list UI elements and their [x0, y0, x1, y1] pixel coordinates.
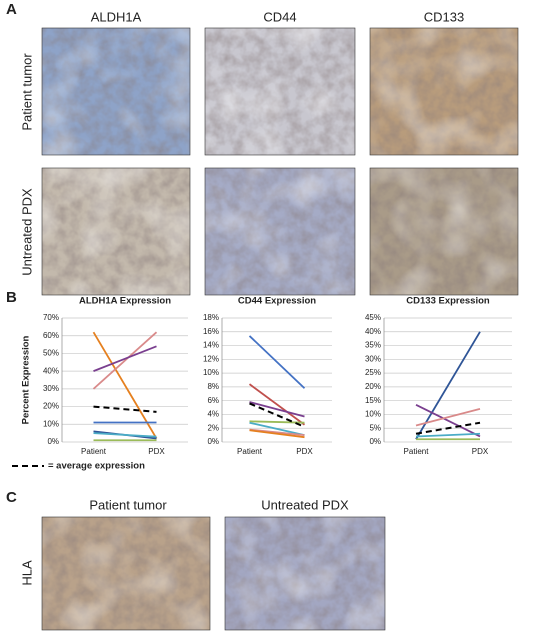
micrograph-frame — [41, 27, 191, 156]
micrograph-texture — [205, 28, 355, 155]
series-line — [415, 408, 481, 427]
micrograph-texture — [42, 168, 190, 295]
y-tick-label: 10% — [365, 410, 381, 419]
y-tick-label: 6% — [207, 396, 219, 405]
panel-label: A — [6, 1, 17, 18]
y-tick-label: 18% — [203, 313, 219, 322]
chart-title: ALDH1A Expression — [79, 296, 171, 307]
x-tick-label: PDX — [472, 447, 489, 456]
y-tick-label: 10% — [203, 368, 219, 377]
y-tick-label: 0% — [369, 437, 381, 446]
y-tick-label: 60% — [43, 331, 59, 340]
series-line — [249, 428, 305, 437]
y-tick-label: 30% — [43, 384, 59, 393]
micrograph-texture — [370, 168, 518, 295]
series-line — [93, 345, 157, 372]
x-tick-label: PDX — [148, 447, 165, 456]
y-tick-label: 14% — [203, 341, 219, 350]
micrograph-texture — [42, 28, 190, 155]
y-tick-label: 70% — [43, 313, 59, 322]
x-tick-label: Patient — [237, 447, 263, 456]
series-line — [93, 432, 157, 438]
x-tick-label: Patient — [404, 447, 430, 456]
column-label: ALDH1A — [91, 9, 142, 24]
y-tick-label: 12% — [203, 354, 219, 363]
y-tick-label: 40% — [43, 366, 59, 375]
micrograph-frame — [369, 27, 519, 156]
y-tick-label: 45% — [365, 313, 381, 322]
micrograph-texture — [205, 168, 355, 295]
micrograph-frame — [204, 167, 356, 296]
series-line — [249, 421, 305, 436]
y-tick-label: 4% — [207, 410, 219, 419]
y-tick-label: 5% — [369, 423, 381, 432]
series-line — [248, 383, 306, 426]
row-label: HLA — [19, 560, 34, 586]
y-tick-label: 0% — [207, 437, 219, 446]
y-tick-label: 30% — [365, 354, 381, 363]
y-tick-label: 16% — [203, 327, 219, 336]
series-line — [248, 335, 306, 389]
series-line — [92, 331, 158, 439]
column-label: Patient tumor — [89, 497, 167, 512]
chart-title: CD133 Expression — [406, 296, 490, 307]
series-line — [92, 331, 158, 390]
series-line — [249, 401, 305, 418]
x-tick-label: Patient — [81, 447, 107, 456]
y-tick-label: 15% — [365, 396, 381, 405]
micrograph-texture — [370, 28, 518, 155]
series-line — [93, 405, 157, 413]
column-label: CD44 — [263, 9, 296, 24]
panel-label: B — [6, 289, 17, 306]
y-tick-label: 2% — [207, 423, 219, 432]
micrograph-frame — [41, 516, 211, 631]
column-label: Untreated PDX — [261, 497, 349, 512]
series-line — [249, 420, 305, 424]
x-tick-label: PDX — [296, 447, 313, 456]
y-axis-label: Percent Expression — [21, 335, 32, 424]
y-tick-label: 40% — [365, 327, 381, 336]
y-tick-label: 20% — [365, 382, 381, 391]
y-tick-label: 10% — [43, 419, 59, 428]
y-tick-label: 50% — [43, 349, 59, 358]
series-line — [415, 421, 481, 435]
series-line — [415, 432, 481, 438]
y-tick-label: 35% — [365, 341, 381, 350]
legend-label: = average expression — [48, 461, 145, 472]
chart-title: CD44 Expression — [238, 296, 316, 307]
y-tick-label: 25% — [365, 368, 381, 377]
micrograph-frame — [224, 516, 386, 631]
y-tick-label: 0% — [47, 437, 59, 446]
micrograph-frame — [369, 167, 519, 296]
panel-label: C — [6, 489, 17, 506]
micrograph-frame — [41, 167, 191, 296]
micrograph-texture — [42, 517, 210, 630]
micrograph-texture — [225, 517, 385, 630]
row-label: Patient tumor — [19, 53, 34, 131]
y-tick-label: 20% — [43, 402, 59, 411]
series-line — [415, 331, 481, 440]
series-line — [249, 429, 305, 439]
series-line — [415, 403, 481, 438]
micrograph-frame — [204, 27, 356, 156]
y-tick-label: 8% — [207, 382, 219, 391]
row-label: Untreated PDX — [19, 188, 34, 276]
column-label: CD133 — [424, 9, 464, 24]
